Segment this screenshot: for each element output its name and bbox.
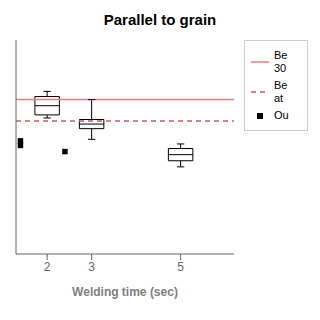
html-text:Parallel to grain: Parallel to grain: [103, 11, 217, 28]
html-text:Ou: Ou: [274, 109, 289, 121]
svg-text:2: 2: [44, 260, 51, 274]
svg-text:5: 5: [177, 260, 184, 274]
html-text:Be at: Be at: [274, 79, 288, 104]
html-text:Be 30: Be 30: [274, 49, 288, 74]
svg-text:Welding time (sec): Welding time (sec): [72, 285, 178, 299]
svg-text:3: 3: [88, 260, 95, 274]
